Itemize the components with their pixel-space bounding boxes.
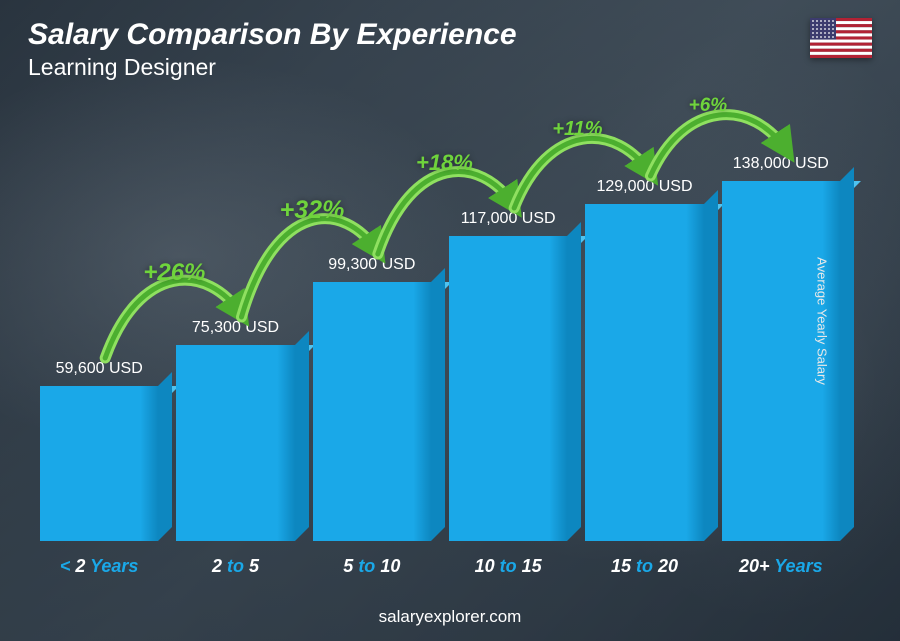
bar-side-face [840,167,854,541]
bar-value-label: 59,600 USD [56,360,143,378]
bar-value-label: 117,000 USD [461,210,556,228]
bar-front-face [449,236,567,541]
bar-3d [176,345,294,541]
bar-chart: 59,600 USD 75,300 USD 99,300 USD 117,000… [40,90,840,571]
bar-3d [313,282,431,541]
bar-front-face [176,345,294,541]
bar-3d [449,236,567,541]
bar-side-face [158,372,172,541]
bar-front-face [313,282,431,541]
bar-3d [40,386,158,541]
usa-flag-icon [810,18,872,58]
page-title: Salary Comparison By Experience [28,18,872,52]
bar-slot: 59,600 USD [40,360,158,541]
x-axis-label: 2 to 5 [176,556,294,577]
bar-3d [585,204,703,541]
bar-slot: 117,000 USD [449,210,567,541]
bar-value-label: 129,000 USD [596,178,692,196]
bar-slot: 75,300 USD [176,319,294,541]
bar-side-face [567,222,581,541]
bar-side-face [704,190,718,541]
x-axis-label: < 2 Years [40,556,158,577]
footer-attribution: salaryexplorer.com [0,607,900,627]
page-subtitle: Learning Designer [28,54,872,81]
bar-value-label: 138,000 USD [733,155,829,173]
bar-front-face [585,204,703,541]
bar-side-face [295,331,309,541]
header: Salary Comparison By Experience Learning… [28,18,872,81]
bar-slot: 129,000 USD [585,178,703,541]
y-axis-label: Average Yearly Salary [815,257,830,385]
x-axis-label: 5 to 10 [313,556,431,577]
bar-value-label: 75,300 USD [192,319,279,337]
x-axis-label: 20+ Years [722,556,840,577]
bar-slot: 99,300 USD [313,256,431,541]
bar-side-face [431,268,445,541]
x-axis-label: 15 to 20 [585,556,703,577]
bar-front-face [40,386,158,541]
x-axis-labels: < 2 Years 2 to 5 5 to 10 10 to 15 15 to 20 20… [40,556,840,577]
bars-container: 59,600 USD 75,300 USD 99,300 USD 117,000… [40,90,840,541]
bar-value-label: 99,300 USD [328,256,415,274]
x-axis-label: 10 to 15 [449,556,567,577]
